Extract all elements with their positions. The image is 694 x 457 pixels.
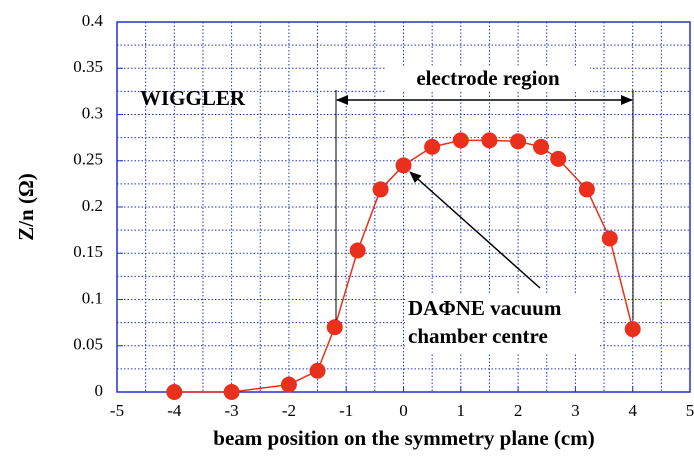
y-tick-label: 0.15 xyxy=(73,242,103,261)
data-point xyxy=(309,362,326,379)
x-tick-label: 1 xyxy=(457,401,466,420)
y-tick-label: 0 xyxy=(95,381,104,400)
data-point xyxy=(452,132,469,149)
x-tick-label: 5 xyxy=(686,401,694,420)
x-tick-label: 0 xyxy=(399,401,408,420)
data-point xyxy=(372,181,389,198)
plot-frame xyxy=(116,21,691,393)
annotation: electrode region xyxy=(416,66,560,90)
y-tick-label: 0.2 xyxy=(82,196,103,215)
data-point xyxy=(326,319,343,336)
y-tick-label: 0.1 xyxy=(82,288,103,307)
y-tick-label: 0.05 xyxy=(73,335,103,354)
centre-arrow xyxy=(409,171,541,289)
x-tick-label: 4 xyxy=(628,401,637,420)
data-point xyxy=(223,384,240,400)
annotation: DAΦNE vacuum xyxy=(408,296,562,320)
data-point xyxy=(395,157,412,174)
data-point xyxy=(624,321,641,338)
y-tick-label: 0.3 xyxy=(82,103,103,122)
data-point xyxy=(166,384,183,400)
x-tick-label: -3 xyxy=(225,401,239,420)
series-line xyxy=(174,139,634,393)
x-tick-label: -5 xyxy=(110,401,124,420)
data-point xyxy=(481,132,498,149)
data-point xyxy=(533,138,550,155)
y-tick-label: 0.25 xyxy=(73,150,103,169)
x-axis-label: beam position on the symmetry plane (cm) xyxy=(213,426,594,450)
y-tick-label: 0.35 xyxy=(73,57,103,76)
x-tick-label: -2 xyxy=(282,401,296,420)
annotation: chamber centre xyxy=(408,324,548,348)
y-axis-label: Z/n (Ω) xyxy=(14,173,38,241)
data-point xyxy=(578,181,595,198)
data-point xyxy=(424,138,441,155)
data-point xyxy=(550,150,567,167)
x-tick-label: -4 xyxy=(167,401,182,420)
data-point xyxy=(280,376,297,393)
x-tick-label: 2 xyxy=(514,401,523,420)
legend-label: WIGGLER xyxy=(140,86,246,110)
x-tick-label: 3 xyxy=(571,401,580,420)
x-tick-label: -1 xyxy=(339,401,353,420)
label-bg xyxy=(405,295,600,353)
label-bg xyxy=(385,66,590,92)
data-point xyxy=(601,230,618,247)
data-point xyxy=(349,242,366,259)
y-tick-label: 0.4 xyxy=(82,11,104,30)
data-point xyxy=(510,133,527,150)
